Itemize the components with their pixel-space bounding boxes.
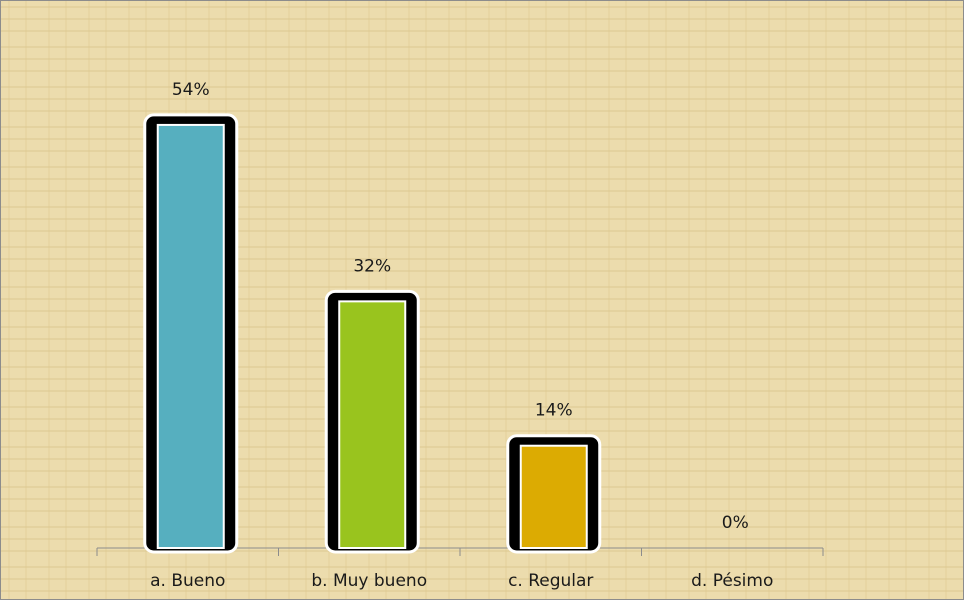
data-label: 0%: [722, 513, 749, 533]
data-label: 32%: [353, 256, 391, 276]
data-label: 14%: [535, 401, 573, 421]
bar: [156, 123, 225, 549]
data-label: 54%: [172, 80, 210, 100]
x-tick-label: c. Regular: [508, 571, 593, 591]
x-tick-label: d. Pésimo: [691, 571, 773, 591]
x-tick-label: b. Muy bueno: [311, 571, 427, 591]
plot-area: a. Bueno 54% b. Muy bueno 32% c. Regular 14% d…: [96, 80, 824, 591]
bar: [338, 300, 407, 549]
x-tick-label: a. Bueno: [150, 571, 225, 591]
bar: [519, 444, 588, 549]
